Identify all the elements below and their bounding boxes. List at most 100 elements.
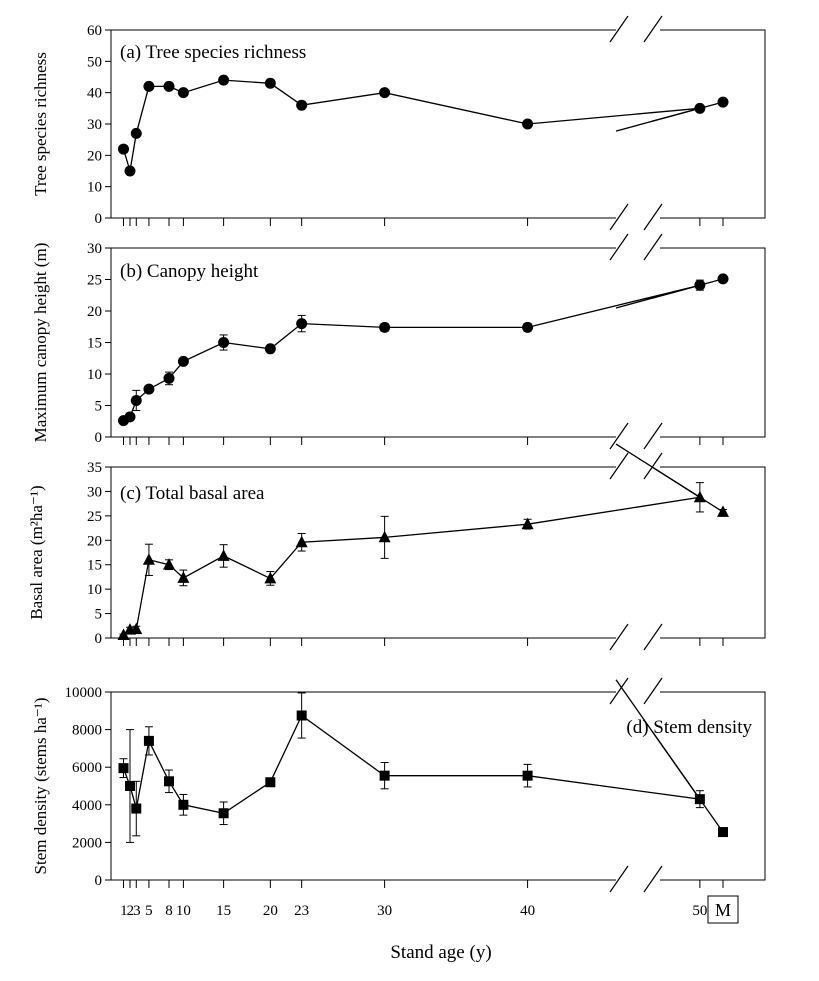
y-axis-label: Basal area (m²ha⁻¹) [27,485,46,619]
series-line [651,730,724,833]
x-axis-label: Stand age (y) [390,942,491,963]
y-tick-label: 60 [87,23,102,39]
data-point [295,535,308,548]
y-tick-label: 20 [87,533,102,549]
series-line [123,284,701,422]
data-point [130,127,142,139]
x-tick-label: 20 [263,903,278,919]
data-point [218,808,229,819]
data-point [178,799,189,810]
data-point [163,372,175,384]
x-tick-label: 30 [377,903,392,919]
y-tick-label: 0 [95,430,103,446]
y-tick-label: 20 [87,148,102,164]
y-tick-label: 50 [87,54,102,70]
axis-break-gap [616,425,660,451]
y-tick-label: 5 [95,399,103,415]
axis-break-mark [643,677,663,705]
data-point [117,628,130,641]
data-point [522,118,534,130]
axis-break-mark [643,623,663,651]
data-point [130,394,142,406]
axis-break-mark [609,233,629,261]
y-axis-label: Stem density (stems ha⁻¹) [31,698,50,875]
axis-break-gap [616,206,660,232]
y-tick-label: 4000 [72,798,102,814]
data-point [177,87,189,99]
y-tick-label: 2000 [72,835,102,851]
panel-title: (a) Tree species richness [120,42,306,63]
data-point [717,273,729,285]
x-tick-label: 123 [120,903,140,919]
axis-break-mark [643,203,663,231]
data-point [296,710,307,721]
data-point [693,490,706,503]
y-axis-label: Maximum canopy height (m) [31,243,50,443]
data-point [521,517,534,530]
axis-break-mark [609,452,629,480]
data-point [717,96,729,108]
panel-a: 0 10 20 30 40 50 60 Tree species richness (a) Tr… [31,15,766,232]
data-point [522,770,533,781]
y-tick-label: 10 [87,180,102,196]
data-point [694,279,706,291]
y-tick-label: 15 [87,558,102,574]
data-point [177,571,190,583]
y-tick-label: 25 [87,509,102,525]
data-point [143,383,155,395]
axis-break-mark [643,422,663,450]
axis-break-mark [609,865,629,893]
axis-break-mark [609,203,629,231]
panel-frame [110,691,766,881]
data-point [163,80,175,92]
x-tick-label: 50 [692,903,707,919]
data-point [522,321,534,333]
data-point [379,87,391,99]
panel-frame [110,466,766,639]
y-tick-label: 10 [87,367,102,383]
y-tick-label: 25 [87,273,102,289]
y-tick-label: 30 [87,484,102,500]
y-tick-label: 0 [95,211,103,227]
y-tick-label: 0 [95,631,103,647]
data-point [694,102,706,114]
axis-break-mark [609,15,629,43]
y-tick-label: 10000 [65,685,103,701]
axis-break-gap [616,626,660,652]
data-point [379,321,391,333]
series-line [651,101,724,122]
panel-c: 0 5 10 15 20 25 30 35 Basal area (m²ha⁻¹) (c) Tot… [27,443,766,652]
x-tick-label: 8 [165,903,173,919]
axis-break-gap [616,868,660,894]
series-line [651,278,724,299]
data-point [264,77,276,89]
data-point [118,143,130,155]
data-point [143,735,154,746]
y-tick-label: 40 [87,86,102,102]
axis-break-mark [609,677,629,705]
panel-b: 0 5 10 15 20 25 30 Maximum canopy height (m) (b)… [31,233,766,451]
axis-break-mark [643,233,663,261]
y-tick-label: 10 [87,582,102,598]
y-tick-label: 20 [87,304,102,320]
series-line [123,443,702,636]
data-point [718,827,728,838]
panel-d: 0 2000 4000 6000 8000 10000 Stem density (stem… [31,677,766,894]
axis-break-mark [609,623,629,651]
y-tick-label: 5 [95,607,103,623]
series-line [122,79,701,172]
axis-break-mark [643,15,663,43]
data-point [124,411,136,423]
data-point [264,343,276,355]
data-point [379,770,390,781]
y-tick-label: 6000 [72,760,102,776]
data-point [177,355,189,367]
axis-break-mark [643,865,663,893]
data-point [218,74,230,86]
panel-title: (d) Stem density [626,717,752,738]
data-point [296,318,308,330]
y-tick-label: 30 [87,117,102,133]
data-point [143,80,155,92]
series-line [651,466,724,513]
